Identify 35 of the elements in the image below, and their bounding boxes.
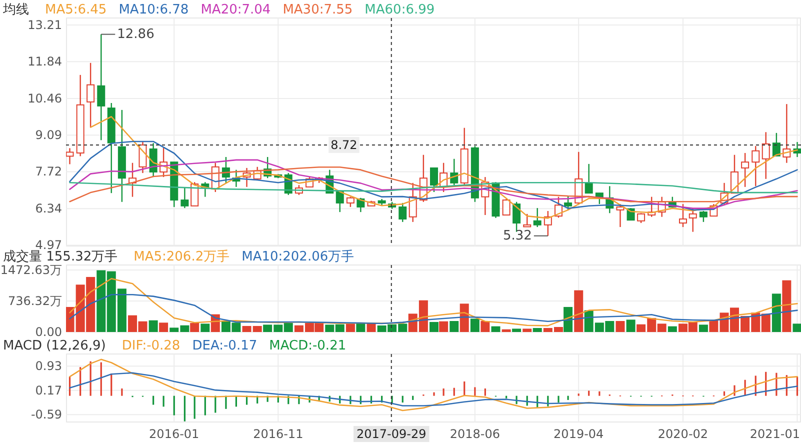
x-tick-label: 2020-02 (658, 427, 708, 441)
ref-line-label: 8.72 (330, 138, 358, 152)
y-tick-label: 1472.63万 (0, 262, 62, 277)
y-tick-label: 11.84 (28, 54, 62, 69)
y-tick-label: 9.09 (35, 128, 62, 142)
y-tick-label: 6.34 (35, 202, 62, 216)
x-tick-label: 2019-04 (554, 427, 604, 441)
y-tick-label: 0.93 (35, 359, 62, 374)
chart-title: 均线 (2, 2, 29, 18)
annotation: 5.32 (502, 228, 532, 244)
text: MA5:6.45 (45, 2, 107, 18)
series-label: DIF:-0.28 (122, 338, 180, 354)
chart-title: 成交量 155.32万手 (3, 248, 118, 264)
y-tick-label: 7.72 (35, 164, 62, 179)
x-tick-label: 2021-01 (750, 427, 800, 441)
annotation: 12.86 (117, 26, 154, 42)
chart-title: MACD (12,26,9) (3, 338, 106, 354)
y-tick-label: 736.32万 (8, 294, 62, 308)
text: MACD:-0.21 (269, 338, 346, 354)
y-tick-label: 13.21 (28, 18, 62, 32)
text: MA20:7.04 (200, 2, 271, 18)
x-tick-label: 2016-01 (149, 427, 200, 441)
text: MA10:202.06万手 (242, 250, 354, 264)
y-tick-label: 0.17 (35, 383, 62, 398)
text: DEA:-0.17 (192, 338, 258, 354)
text: MA60:6.99 (364, 2, 435, 18)
series-label: MA5:206.2万手 (134, 250, 230, 264)
y-tick-label: -0.59 (30, 408, 62, 422)
text: MA30:7.55 (282, 2, 353, 18)
y-tick-label: 0.00 (35, 325, 62, 339)
ref-line-label: 2017-09-29 (356, 427, 426, 441)
x-tick-label: 2018-06 (450, 427, 500, 441)
y-tick-label: 10.46 (28, 91, 62, 106)
x-tick-label: 2016-11 (253, 427, 304, 441)
text: MA10:6.78 (118, 2, 189, 18)
